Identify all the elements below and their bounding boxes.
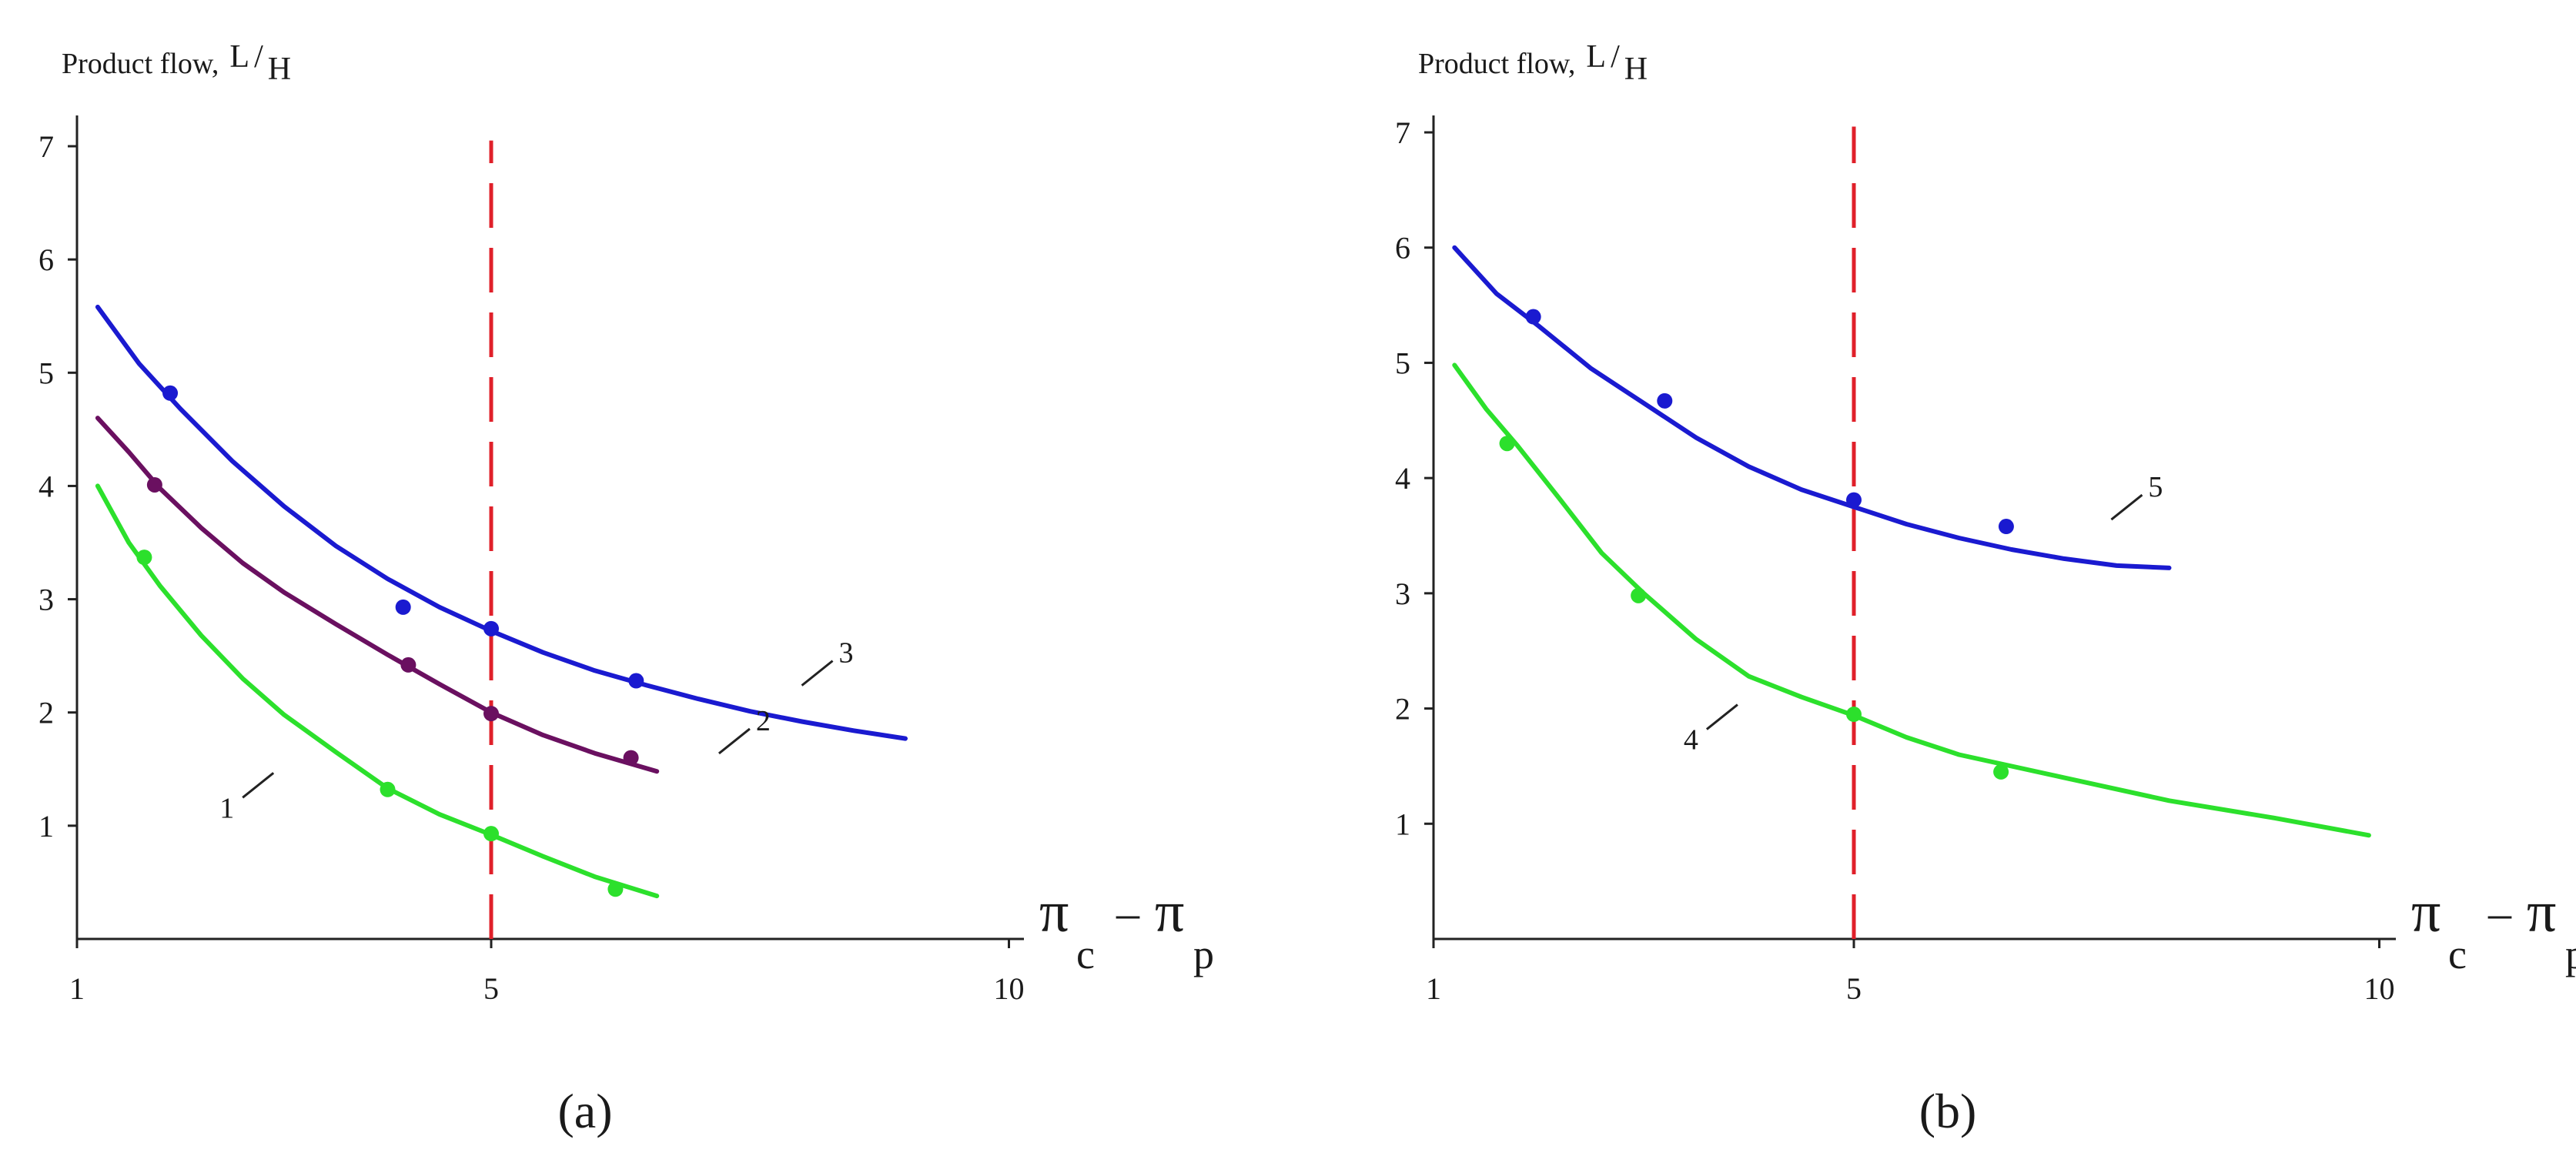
y-tick-label: 7 [38,129,54,164]
x-axis-label: πc– πp [1039,880,1214,977]
series-4-point [1499,436,1515,452]
series-5-leader [2110,493,2143,521]
series-2-point [400,657,417,673]
y-tick-label: 6 [1395,231,1410,266]
x-tick-label: 1 [69,971,85,1006]
series-1-leader [242,772,275,799]
x-axis-label-sub-p: p [2565,931,2576,977]
y-axis-unit-slash: / [1611,39,1620,75]
y-tick-label: 4 [1395,461,1410,496]
y-axis-unit-slash: / [254,39,263,75]
x-axis-label-pi-2: π [1155,880,1184,944]
x-tick-label: 10 [2364,971,2395,1006]
y-tick-label: 3 [38,583,54,617]
series-1-point [483,826,499,842]
series-4-point [1846,707,1862,723]
y-axis-label: Product flow, L / H [1418,39,1648,87]
series-4-point [1993,763,2009,780]
x-axis-label-sub-c: c [2448,931,2467,977]
series-2-point [623,750,639,766]
series-1-label: 1 [219,792,234,824]
y-tick-label: 1 [38,809,54,844]
x-tick-label: 5 [483,971,499,1006]
series-5-point [1657,393,1673,409]
series-1-point [380,781,396,797]
series-1-point [607,881,624,897]
series-4-leader [1705,703,1738,730]
y-tick-label: 5 [38,356,54,390]
series-5-curve [1452,245,2172,570]
y-axis-label-prefix: Product flow, [1418,48,1575,80]
series-2-leader [718,727,751,755]
series-2-point [146,476,162,493]
series-4-point [1631,587,1647,603]
series-5-point [1998,519,2014,535]
series-2-label: 2 [756,705,771,737]
panel-caption: (b) [1919,1084,1977,1138]
series-3-curve [95,304,908,741]
series-3-point [162,385,179,401]
series-5-point [1846,492,1862,508]
x-axis-label-sub-c: c [1076,931,1095,977]
series-3-leader [801,660,834,687]
series-1-curve [95,483,660,899]
series-3-point [483,620,499,636]
series-5-label: 5 [2148,471,2163,503]
x-axis-label-minus: – [2487,887,2512,938]
x-axis-label-pi: π [1039,880,1069,944]
series-4-curve [1452,363,2371,838]
series-3-point [395,599,411,615]
x-tick-label: 5 [1846,971,1862,1006]
series-1-point [136,550,152,566]
y-tick-label: 3 [1395,576,1410,611]
y-axis-unit-denominator: H [1624,52,1648,87]
x-axis-label-pi: π [2411,880,2441,944]
x-tick-label: 10 [994,971,1025,1006]
series-3-point [628,673,644,689]
y-axis-unit-denominator: H [268,52,291,87]
y-tick-label: 4 [38,469,54,503]
series-5-point [1525,309,1541,325]
x-axis-label-pi-2: π [2527,880,2556,944]
x-axis-label-minus: – [1116,887,1140,938]
y-tick-label: 7 [1395,115,1410,150]
x-axis-label: πc– πp [2411,880,2576,977]
y-tick-label: 2 [38,696,54,730]
series-4-label: 4 [1684,724,1698,757]
y-axis-label: Product flow, L / H [62,39,291,87]
series-3-label: 3 [839,637,854,670]
y-axis-unit-numerator: L [229,39,249,75]
y-axis-label-prefix: Product flow, [62,48,219,80]
panel-caption: (a) [557,1084,612,1138]
y-tick-label: 5 [1395,346,1410,380]
x-axis-label-sub-p: p [1193,931,1214,977]
y-tick-label: 6 [38,242,54,277]
series-2-point [483,706,499,722]
y-axis-unit-numerator: L [1586,39,1606,75]
x-tick-label: 1 [1426,971,1441,1006]
series-2-curve [95,416,660,774]
y-tick-label: 1 [1395,807,1410,841]
y-tick-label: 2 [1395,692,1410,727]
